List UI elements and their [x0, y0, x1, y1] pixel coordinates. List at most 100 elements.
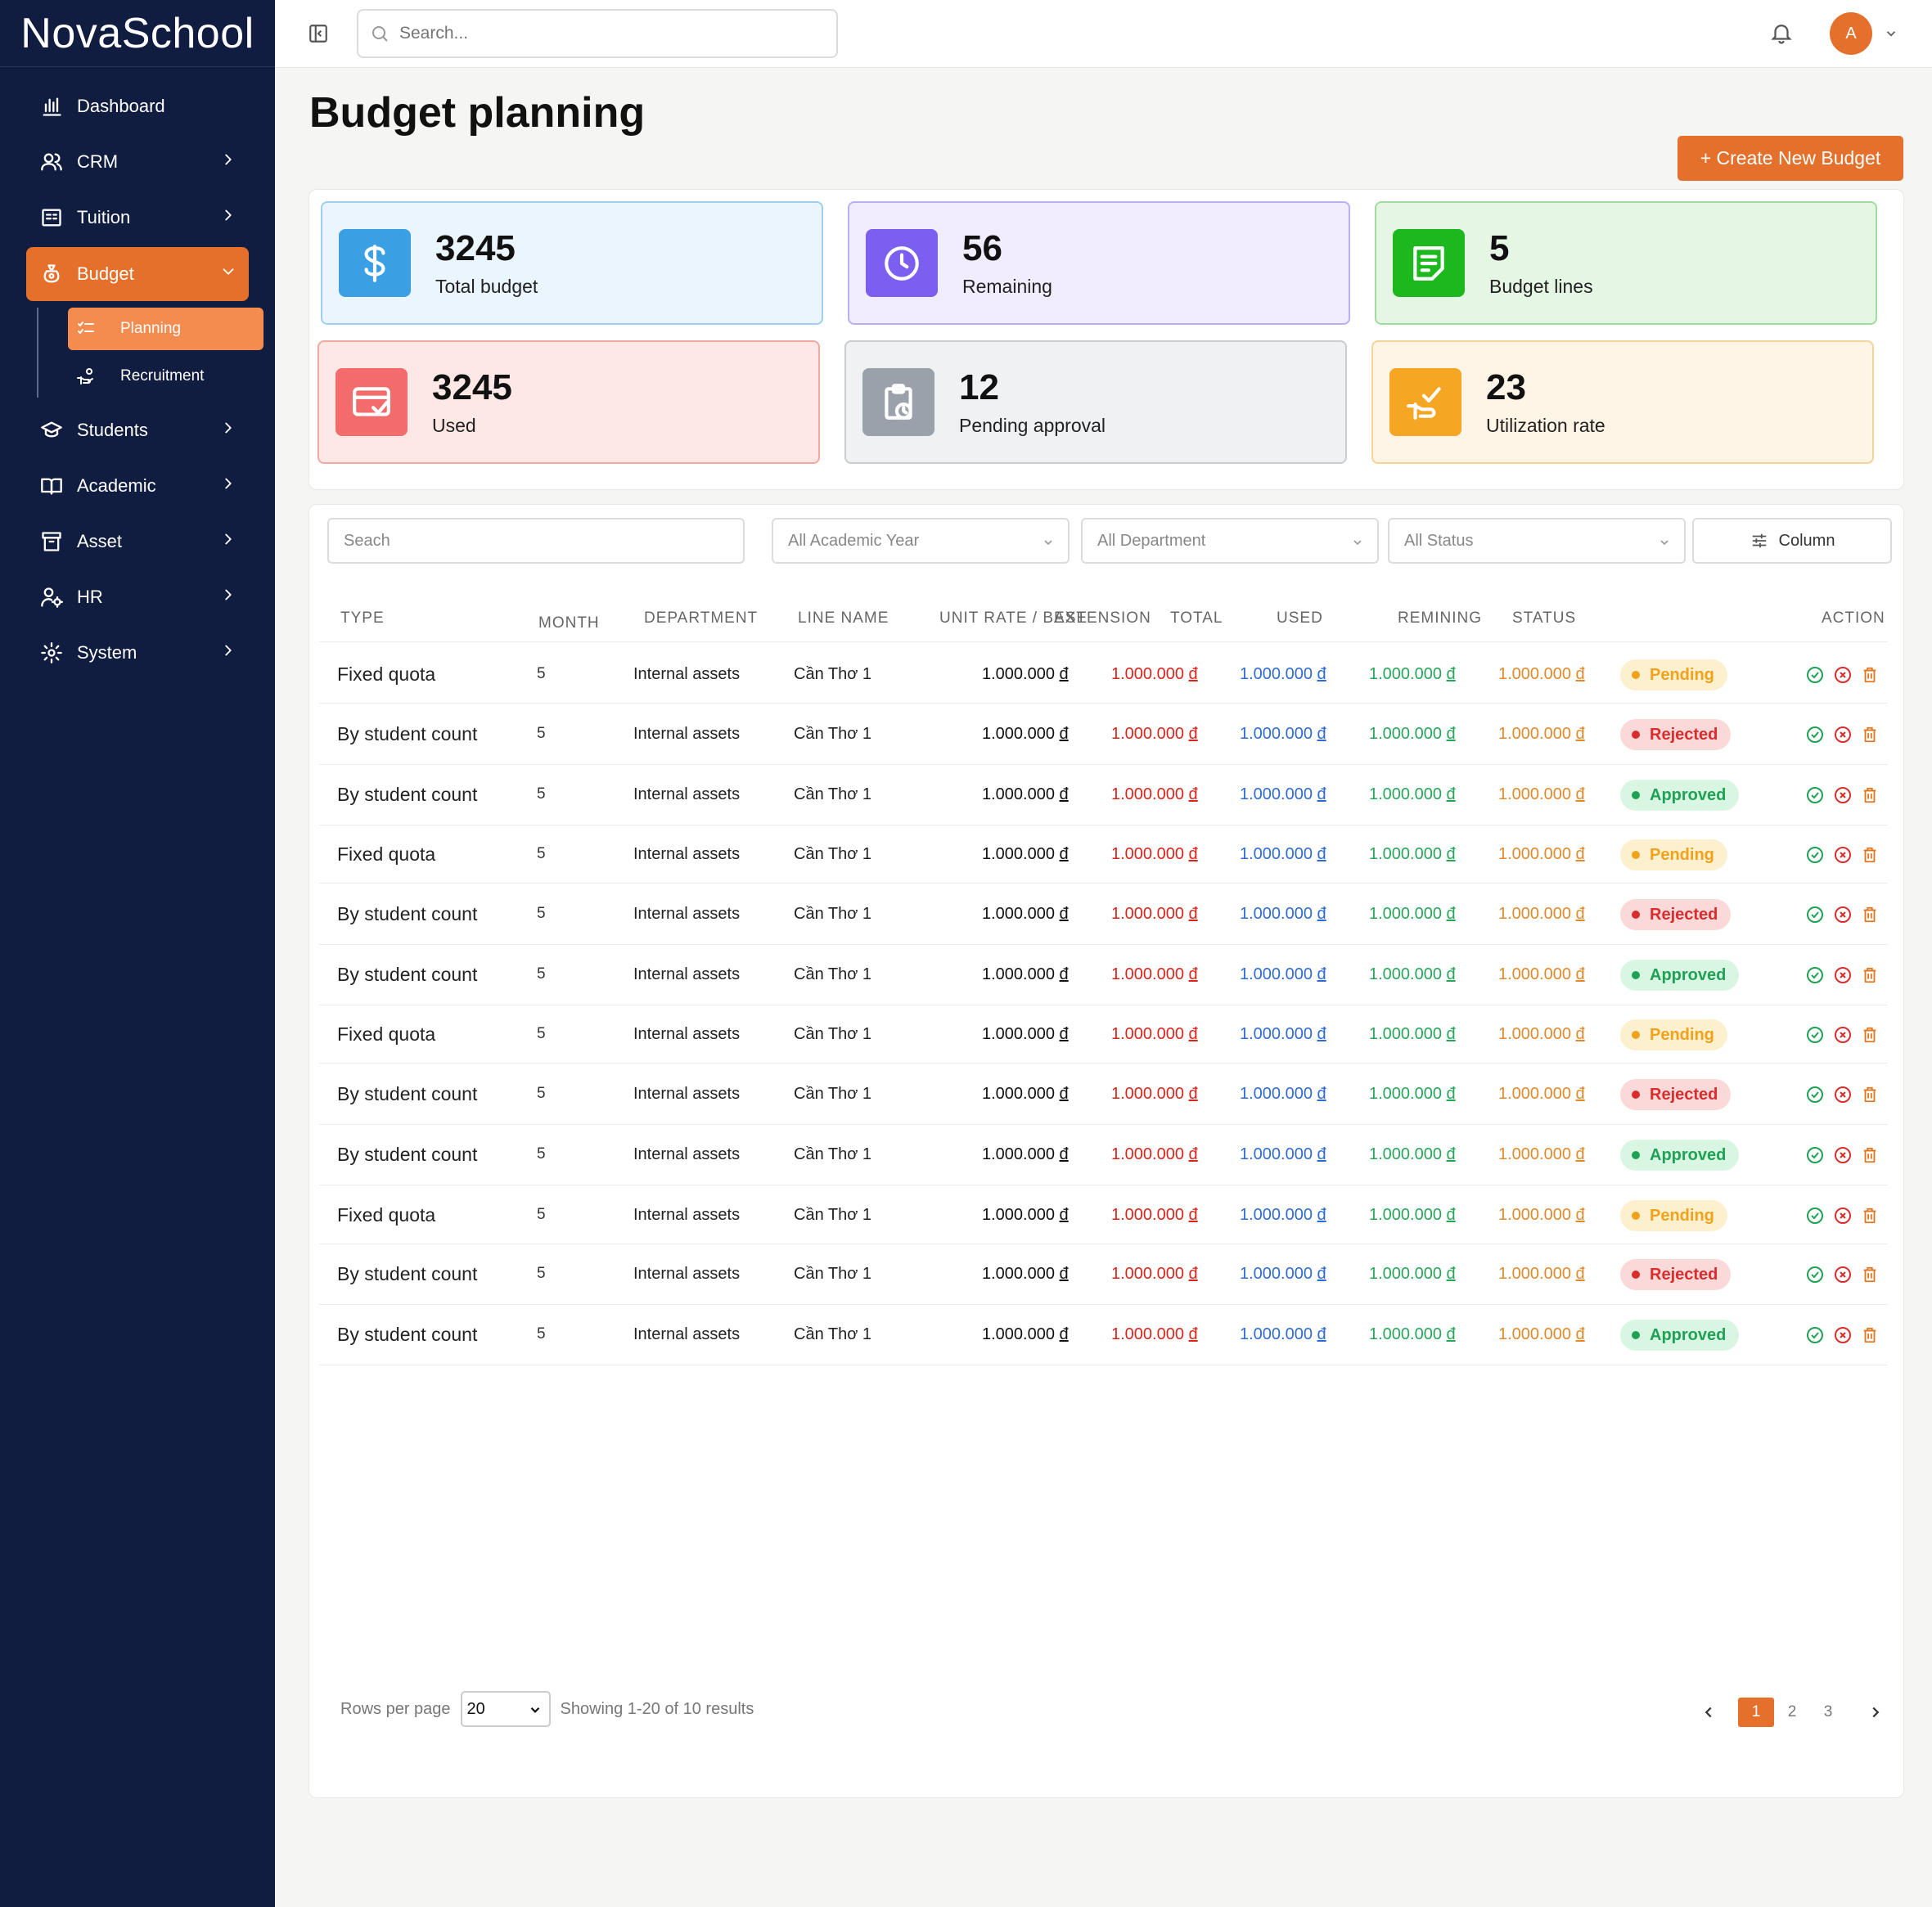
approve-icon[interactable] [1805, 905, 1825, 924]
page-button[interactable]: 1 [1738, 1698, 1774, 1727]
sidebar-item-budget[interactable]: Budget [26, 247, 249, 301]
reject-icon[interactable] [1833, 1145, 1853, 1165]
approve-icon[interactable] [1805, 845, 1825, 865]
table-header: TYPE MONTH DEPARTMENT LINE NAME UNIT RATE / … [319, 601, 1888, 642]
trash-icon[interactable] [1861, 725, 1879, 744]
trash-icon[interactable] [1861, 1085, 1879, 1104]
table-row[interactable]: By student count 5 Internal assets Cần T… [319, 765, 1888, 825]
trash-icon[interactable] [1861, 785, 1879, 805]
column-header-unit-rate-base[interactable]: UNIT RATE / BASE [939, 609, 1088, 627]
cell-total: 1.000.000 đ [1240, 725, 1326, 744]
approve-icon[interactable] [1805, 1025, 1825, 1045]
approve-icon[interactable] [1805, 1145, 1825, 1165]
approve-icon[interactable] [1805, 665, 1825, 685]
next-page-button[interactable] [1858, 1698, 1894, 1727]
brand-logo: NovaSchool [0, 0, 275, 67]
create-budget-button[interactable]: + Create New Budget [1678, 136, 1903, 181]
reject-icon[interactable] [1833, 1206, 1853, 1226]
table-row[interactable]: Fixed quota 5 Internal assets Cần Thơ 1 … [319, 1005, 1888, 1064]
page-button[interactable]: 2 [1787, 1703, 1797, 1720]
column-header-department[interactable]: DEPARTMENT [644, 609, 759, 627]
approve-icon[interactable] [1805, 1325, 1825, 1345]
approve-icon[interactable] [1805, 965, 1825, 985]
approve-icon[interactable] [1805, 1085, 1825, 1104]
column-header-action[interactable]: ACTION [1822, 609, 1885, 627]
status-select[interactable]: All Status [1388, 518, 1686, 564]
trash-icon[interactable] [1861, 905, 1879, 924]
trash-icon[interactable] [1861, 665, 1879, 685]
page-button[interactable]: 3 [1823, 1703, 1833, 1720]
sidebar-item-system[interactable]: System [26, 625, 249, 681]
sidebar-item-asset[interactable]: Asset [26, 514, 249, 569]
rows-per-page-select[interactable]: 20 [460, 1691, 551, 1727]
currency: đ [1575, 1265, 1585, 1283]
reject-icon[interactable] [1833, 1025, 1853, 1045]
trash-icon[interactable] [1861, 1145, 1879, 1165]
trash-icon[interactable] [1861, 965, 1879, 985]
academic-year-select[interactable]: All Academic Year [772, 518, 1070, 564]
table-row[interactable]: By student count 5 Internal assets Cần T… [319, 1125, 1888, 1185]
amount: 1.000.000 [1369, 845, 1442, 863]
table-row[interactable]: Fixed quota 5 Internal assets Cần Thơ 1 … [319, 645, 1888, 704]
sidebar-item-crm[interactable]: CRM [26, 134, 249, 190]
sidebar-item-students[interactable]: Students [26, 403, 249, 458]
prev-page-button[interactable] [1691, 1698, 1727, 1727]
amount: 1.000.000 [982, 665, 1055, 683]
approve-icon[interactable] [1805, 725, 1825, 744]
sidebar-item-academic[interactable]: Academic [26, 458, 249, 514]
sidebar-item-hr[interactable]: HR [26, 569, 249, 625]
table-row[interactable]: By student count 5 Internal assets Cần T… [319, 945, 1888, 1005]
status-badge: Approved [1620, 780, 1740, 811]
reject-icon[interactable] [1833, 905, 1853, 924]
column-header-remining[interactable]: REMINING [1398, 609, 1482, 627]
table-search-input[interactable]: Seach [327, 518, 745, 564]
reject-icon[interactable] [1833, 665, 1853, 685]
trash-icon[interactable] [1861, 1325, 1879, 1345]
table-row[interactable]: By student count 5 Internal assets Cần T… [319, 884, 1888, 945]
search-input[interactable] [399, 24, 808, 43]
column-header-extension[interactable]: EXTENSION [1054, 609, 1151, 627]
sidebar-subitem-planning[interactable]: Planning [68, 308, 263, 350]
chevron-down-icon[interactable] [1884, 26, 1898, 41]
approve-icon[interactable] [1805, 1265, 1825, 1284]
department-select[interactable]: All Department [1081, 518, 1379, 564]
approve-icon[interactable] [1805, 785, 1825, 805]
reject-icon[interactable] [1833, 965, 1853, 985]
reject-icon[interactable] [1833, 725, 1853, 744]
table-row[interactable]: By student count 5 Internal assets Cần T… [319, 1305, 1888, 1365]
sidebar-item-tuition[interactable]: Tuition [26, 190, 249, 245]
trash-icon[interactable] [1861, 1025, 1879, 1045]
table-row[interactable]: By student count 5 Internal assets Cần T… [319, 704, 1888, 765]
column-header-type[interactable]: TYPE [340, 609, 385, 627]
sidebar-subitem-recruitment[interactable]: Recruitment [68, 355, 263, 398]
column-header-status[interactable]: STATUS [1512, 609, 1577, 627]
trash-icon[interactable] [1861, 1265, 1879, 1284]
cell-month: 5 [537, 725, 546, 742]
reject-icon[interactable] [1833, 1085, 1853, 1104]
reject-icon[interactable] [1833, 845, 1853, 865]
currency: đ [1059, 1206, 1069, 1224]
column-button[interactable]: Column [1692, 518, 1892, 564]
sidebar-toggle-icon[interactable] [308, 23, 329, 44]
column-header-total[interactable]: TOTAL [1170, 609, 1223, 627]
approve-icon[interactable] [1805, 1206, 1825, 1226]
sidebar-item-label: Academic [77, 475, 156, 496]
table-row[interactable]: Fixed quota 5 Internal assets Cần Thơ 1 … [319, 1186, 1888, 1244]
currency: đ [1446, 725, 1456, 743]
trash-icon[interactable] [1861, 845, 1879, 865]
avatar[interactable]: A [1830, 12, 1872, 55]
sidebar-item-dashboard[interactable]: Dashboard [26, 79, 249, 134]
reject-icon[interactable] [1833, 1325, 1853, 1345]
trash-icon[interactable] [1861, 1206, 1879, 1226]
reject-icon[interactable] [1833, 1265, 1853, 1284]
column-header-line-name[interactable]: LINE NAME [798, 609, 889, 627]
column-header-used[interactable]: USED [1277, 609, 1323, 627]
cell-type: By student count [337, 903, 478, 924]
table-row[interactable]: By student count 5 Internal assets Cần T… [319, 1244, 1888, 1305]
reject-icon[interactable] [1833, 785, 1853, 805]
table-row[interactable]: By student count 5 Internal assets Cần T… [319, 1064, 1888, 1125]
column-header-month[interactable]: MONTH [538, 614, 600, 632]
global-search[interactable] [357, 9, 838, 58]
bell-icon[interactable] [1769, 20, 1794, 46]
table-row[interactable]: Fixed quota 5 Internal assets Cần Thơ 1 … [319, 825, 1888, 884]
